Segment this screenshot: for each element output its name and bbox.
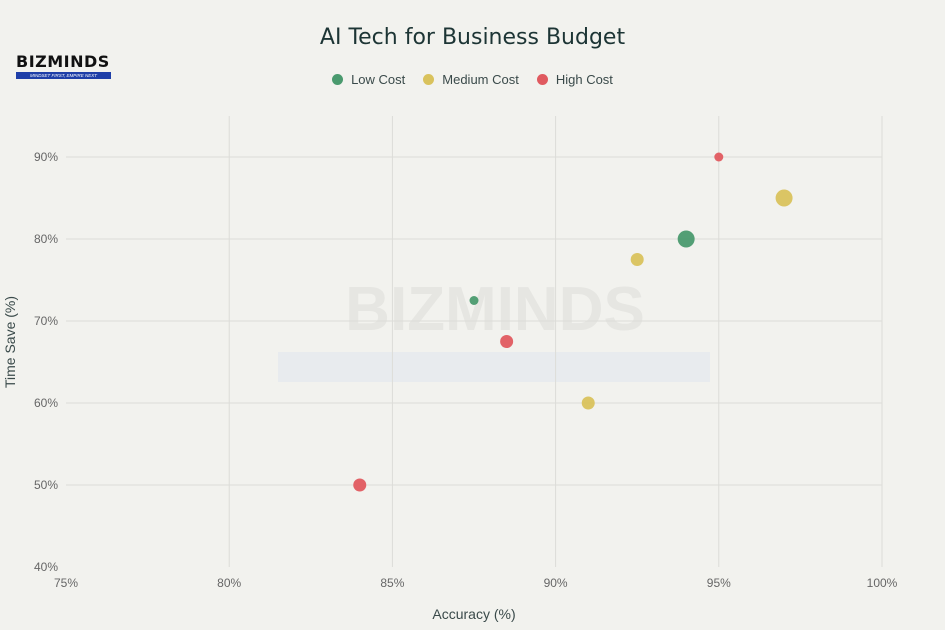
x-axis-label: Accuracy (%) bbox=[432, 606, 515, 622]
data-point bbox=[775, 189, 793, 207]
x-tick-label: 90% bbox=[544, 576, 568, 590]
legend-item[interactable]: Medium Cost bbox=[423, 72, 519, 87]
data-point bbox=[500, 335, 514, 348]
legend-item[interactable]: High Cost bbox=[536, 72, 613, 87]
x-tick-label: 100% bbox=[867, 576, 898, 590]
y-tick-label: 60% bbox=[34, 396, 58, 410]
watermark-tagline-bar bbox=[278, 352, 710, 382]
y-tick-label: 80% bbox=[34, 232, 58, 246]
legend-marker-icon bbox=[423, 74, 435, 85]
legend-label: Low Cost bbox=[351, 72, 406, 87]
chart-title: AI Tech for Business Budget bbox=[319, 25, 626, 50]
legend-marker-icon bbox=[536, 74, 548, 85]
data-point bbox=[469, 296, 479, 305]
y-axis-label: Time Save (%) bbox=[2, 296, 18, 388]
legend-label: High Cost bbox=[555, 72, 613, 87]
legend-item[interactable]: Low Cost bbox=[332, 72, 405, 87]
x-tick-label: 80% bbox=[217, 576, 241, 590]
y-tick-label: 70% bbox=[34, 314, 58, 328]
y-tick-label: 50% bbox=[34, 478, 58, 492]
legend-label: Medium Cost bbox=[442, 72, 519, 87]
legend: Low Cost Medium Cost High Cost bbox=[0, 72, 945, 87]
y-tick-label: 90% bbox=[34, 150, 58, 164]
data-point bbox=[630, 253, 644, 266]
data-point bbox=[581, 396, 595, 410]
bizminds-logo: BIZMINDS MINDSET FIRST, EMPIRE NEXT bbox=[16, 52, 111, 79]
watermark: BIZMINDS bbox=[345, 275, 645, 344]
data-point bbox=[353, 478, 367, 492]
y-tick-label: 40% bbox=[34, 560, 58, 574]
logo-tagline: MINDSET FIRST, EMPIRE NEXT bbox=[16, 72, 111, 79]
x-tick-label: 85% bbox=[380, 576, 404, 590]
logo-wordmark: BIZMINDS bbox=[16, 52, 110, 71]
x-tick-label: 75% bbox=[54, 576, 78, 590]
data-point bbox=[714, 152, 724, 162]
x-tick-label: 95% bbox=[707, 576, 731, 590]
data-point bbox=[677, 230, 695, 248]
legend-marker-icon bbox=[332, 74, 344, 85]
